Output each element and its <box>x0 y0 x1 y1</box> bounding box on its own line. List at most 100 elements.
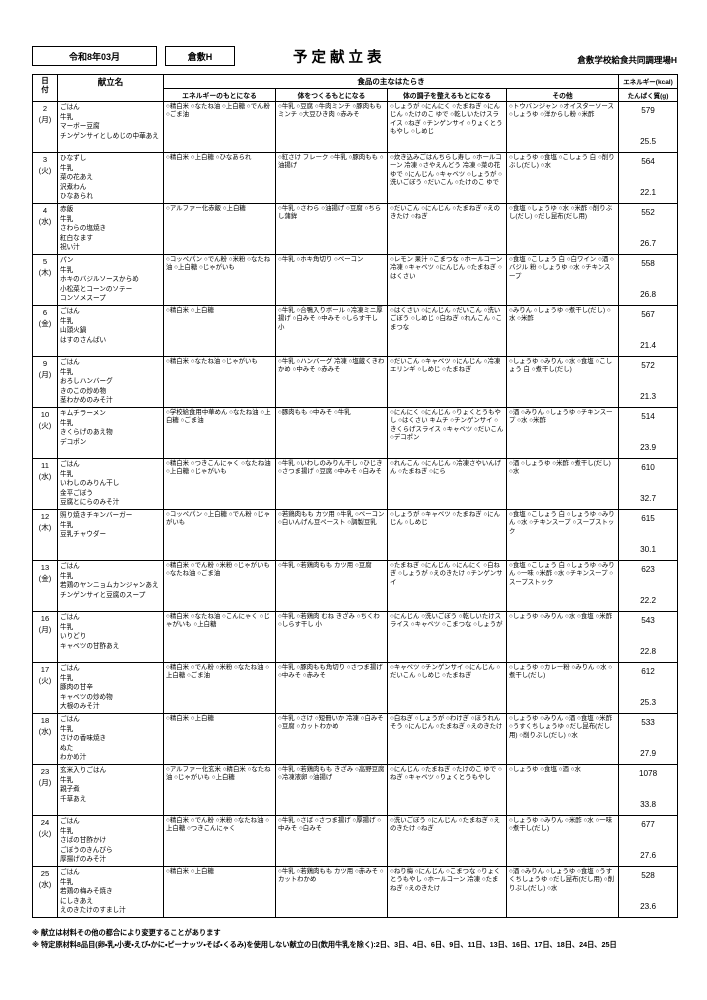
document-header: 令和8年03月 倉敷H 予定献立表 倉敷学校給食共同調理場H <box>32 46 677 66</box>
date-day: 3 <box>42 155 48 164</box>
menu-item: さばの甘酢かけ <box>60 837 107 845</box>
menu-item: 親子煮 <box>60 786 80 794</box>
menu-row-day-2: 2 (月) ごはん 牛乳 マーボー豆腐 チンゲンサイとしめじの中華あえ ○精白米 ○なたね油… <box>32 101 679 153</box>
date-weekday: (月) <box>38 625 52 635</box>
menu-table-body: 2 (月) ごはん 牛乳 マーボー豆腐 チンゲンサイとしめじの中華あえ ○精白米 ○なたね油… <box>32 101 679 918</box>
condition-cell: ○はくさい ○にんじん ○だいこん ○洗いごぼう ○しめじ ○白ねぎ ○れんこん… <box>387 305 507 357</box>
menu-item: 牛乳 <box>60 827 74 835</box>
nutrition-cell: 564 22.1 <box>618 152 679 204</box>
header-protein: たんぱく質(g) <box>618 88 679 102</box>
kcal-value: 558 <box>641 259 655 268</box>
date-day: 6 <box>42 308 48 317</box>
nutrition-cell: 610 32.7 <box>618 458 679 510</box>
menu-item: 厚揚げのみそ汁 <box>60 856 107 864</box>
menu-item: 牛乳 <box>60 674 74 682</box>
condition-cell: ○にんじん ○たまねぎ ○たけのこ ゆで ○ねぎ ○キャベツ ○りょくとうもやし <box>387 764 507 816</box>
menu-row-day-16: 16 (月) ごはん 牛乳 いりどり キャベツの甘酢あえ ○精白米 ○なたね油 ○こんにゃく… <box>32 611 679 663</box>
condition-cell: ○レモン 果汁 ○こまつな ○ホールコーン 冷凍 ○キャベツ ○にんじん ○たま… <box>387 254 507 306</box>
other-cell: ○食塩 ○こしょう 白 ○しょうゆ ○みりん ○水 ○チキンスープ ○スープスト… <box>505 509 620 561</box>
menu-name-cell: 照り焼きチキンバーガー 牛乳 豆乳チャウダー <box>57 509 164 561</box>
body-builder-cell: ○牛乳 ○いわしのみりん干し ○ひじき ○さつま揚げ ○豆腐 ○中みそ ○白みそ <box>275 458 388 510</box>
other-cell: ○しょうゆ ○カレー粉 ○みりん ○水 ○煮干し(だし) <box>505 662 620 714</box>
energy-source-cell: ○精白米 ○上白糖 <box>163 866 276 918</box>
protein-value: 21.3 <box>640 392 657 402</box>
date-weekday: (火) <box>38 676 52 686</box>
date-weekday: (水) <box>38 472 52 482</box>
other-cell: ○みりん ○しょうゆ ○煮干し(だし) ○水 ○米酢 <box>505 305 620 357</box>
date-weekday: (火) <box>38 421 52 431</box>
header-food-function-group: 食品の主なはたらき <box>162 74 620 89</box>
nutrition-cell: 528 23.6 <box>618 866 679 918</box>
header-condition: 体の調子を整えるもとになる <box>387 88 507 102</box>
condition-cell: ○しょうが ○キャベツ ○たまねぎ ○にんじん ○しめじ <box>387 509 507 561</box>
menu-name-cell: ごはん 牛乳 いりどり キャベツの甘酢あえ <box>57 611 164 663</box>
menu-item: 牛乳 <box>60 521 74 529</box>
date-day: 24 <box>40 818 50 827</box>
other-cell: ○しょうゆ ○みりん ○水 ○食塩 ○こしょう 白 ○煮干し(だし) <box>505 356 620 408</box>
menu-item: 菜の花あえ <box>60 174 93 182</box>
menu-row-day-11: 11 (水) ごはん 牛乳 いわしのみりん干し 金平ごぼう 豆腐とにらのみそ汁 ○精白米 ○つ… <box>32 458 679 510</box>
menu-item: ごはん <box>60 818 80 825</box>
menu-item: 金平ごぼう <box>60 489 93 497</box>
menu-item: ごはん <box>60 461 80 468</box>
header-menu-name: 献立名 <box>57 74 164 102</box>
menu-item: 千草あえ <box>60 795 87 803</box>
menu-item: 小松菜とコーンのソテー <box>60 285 133 293</box>
nutrition-cell: 552 26.7 <box>618 203 679 255</box>
menu-row-day-12: 12 (木) 照り焼きチキンバーガー 牛乳 豆乳チャウダー ○コッペパン ○上白糖 ○でん… <box>32 509 679 561</box>
kcal-value: 623 <box>641 565 655 574</box>
kcal-value: 564 <box>641 157 655 166</box>
date-cell: 17 (火) <box>32 662 58 714</box>
other-cell: ○酒 ○みりん ○しょうゆ ○チキンスープ ○水 ○米酢 <box>505 407 620 459</box>
menu-name-cell: パン 牛乳 ホキのバジルソースからめ 小松菜とコーンのソテー コンソメスープ <box>57 254 164 306</box>
date-weekday: (水) <box>38 880 52 890</box>
menu-item: 牛乳 <box>60 725 74 733</box>
nutrition-cell: 623 22.2 <box>618 560 679 612</box>
menu-row-day-5: 5 (木) パン 牛乳 ホキのバジルソースからめ 小松菜とコーンのソテー コンソメスープ ○コ… <box>32 254 679 306</box>
menu-item: ひなあられ <box>60 193 93 201</box>
header-date-line2: 付 <box>41 85 49 95</box>
menu-item: 牛乳 <box>60 419 74 427</box>
menu-item: キャベツの甘酢あえ <box>60 642 120 650</box>
condition-cell: ○にんにく ○にんじん ○りょくとうもやし ○はくさい キムチ ○チンゲンサイ … <box>387 407 507 459</box>
condition-cell: ○にんじん ○洗いごぼう ○乾しいたけスライス ○キャベツ ○こまつな ○しょう… <box>387 611 507 663</box>
kcal-value: 615 <box>641 514 655 523</box>
menu-row-day-23: 23 (月) 玄米入りごはん 牛乳 親子煮 千草あえ ○アルファー化玄米 ○精白米 ○なたね… <box>32 764 679 816</box>
other-cell: ○しょうゆ ○みりん ○水 ○食塩 ○米酢 <box>505 611 620 663</box>
condition-cell: ○だいこん ○キャベツ ○にんじん ○冷凍エリンギ ○しめじ ○たまねぎ <box>387 356 507 408</box>
menu-item: ホキのバジルソースからめ <box>60 276 139 284</box>
menu-row-day-4: 4 (水) 赤飯 牛乳 さわらの塩焼き 紅白なます 祝い汁 ○アルファー化赤飯 ○上白糖 ○牛乳… <box>32 203 679 255</box>
menu-item: ごはん <box>60 359 80 366</box>
date-day: 18 <box>40 716 50 725</box>
body-builder-cell: ○牛乳 ○ホキ角切り ○ベーコン <box>275 254 388 306</box>
energy-source-cell: ○学校給食用中華めん ○なたね油 ○上白糖 ○ごま油 <box>163 407 276 459</box>
menu-name-cell: ごはん 牛乳 山頭火鍋 はすのさんばい <box>57 305 164 357</box>
menu-item: キムチラーメン <box>60 410 106 417</box>
date-cell: 4 (水) <box>32 203 58 255</box>
menu-item: 牛乳 <box>60 776 74 784</box>
menu-name-cell: 赤飯 牛乳 さわらの塩焼き 紅白なます 祝い汁 <box>57 203 164 255</box>
menu-name-cell: ごはん 牛乳 さばの甘酢かけ ごぼうのきんぴら 厚揚げのみそ汁 <box>57 815 164 867</box>
kcal-value: 579 <box>641 106 655 115</box>
menu-item: 紅白なます <box>60 234 93 242</box>
menu-item: デコポン <box>60 438 87 446</box>
energy-source-cell: ○精白米 ○つきこんにゃく ○なたね油 ○上白糖 ○じゃがいも <box>163 458 276 510</box>
menu-item: キャベツの炒め物 <box>60 693 113 701</box>
kcal-value: 533 <box>641 718 655 727</box>
date-weekday: (火) <box>38 166 52 176</box>
date-cell: 6 (金) <box>32 305 58 357</box>
kcal-value: 1078 <box>638 769 658 778</box>
other-cell: ○酒 ○みりん ○しょうゆ ○食塩 ○うすくちしょうゆ ○だし昆布(だし用) ○… <box>505 866 620 918</box>
other-cell: ○食塩 ○しょうゆ ○水 ○米酢 ○削りぶし(だし) ○だし昆布(だし用) <box>505 203 620 255</box>
menu-name-cell: キムチラーメン 牛乳 きくらげのあえ物 デコポン <box>57 407 164 459</box>
menu-row-day-6: 6 (金) ごはん 牛乳 山頭火鍋 はすのさんばい ○精白米 ○上白糖 ○牛乳 ○合鴨入りボー… <box>32 305 679 357</box>
menu-item: 大根のみそ汁 <box>60 703 100 711</box>
header-energy-kcal: エネルギー(kcal) <box>618 74 679 89</box>
body-builder-cell: ○牛乳 ○さば ○さつま揚げ ○厚揚げ ○中みそ ○白みそ <box>275 815 388 867</box>
header-other: その他 <box>505 88 620 102</box>
menu-item: きのこの炒め物 <box>60 387 107 395</box>
condition-cell: ○炊き込みごはんちらし寿し ○ホールコーン 冷凍 ○さやえんどう 冷凍 ○菜の花… <box>387 152 507 204</box>
menu-item: ごはん <box>60 869 80 876</box>
header-date: 日 付 <box>32 74 58 102</box>
